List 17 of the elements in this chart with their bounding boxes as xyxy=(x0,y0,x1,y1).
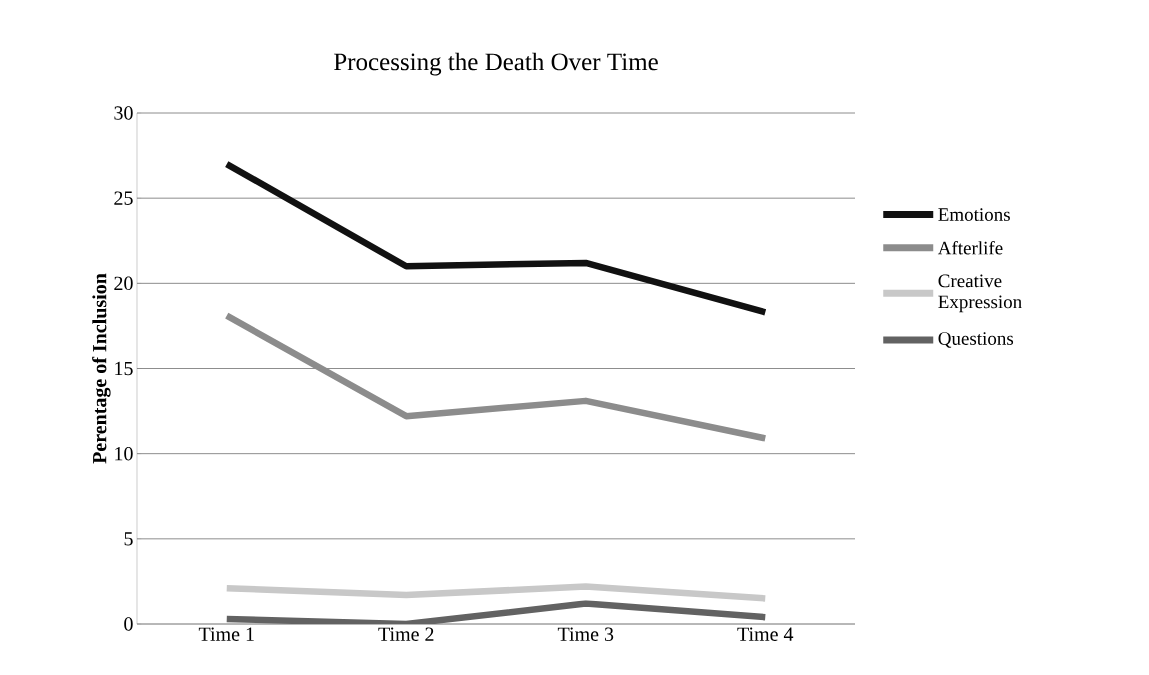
y-tick-label: 10 xyxy=(115,446,133,461)
x-tick-label: Time 4 xyxy=(737,627,794,641)
legend-label: Creative Expression xyxy=(938,274,1022,313)
x-tick-label: Time 2 xyxy=(378,627,434,641)
y-axis-title: Perentage of Inclusion xyxy=(92,273,111,464)
y-tick-label: 0 xyxy=(124,617,133,631)
legend-label: Emotions xyxy=(938,208,1010,221)
y-tick-label: 15 xyxy=(115,361,133,376)
y-tick-label: 20 xyxy=(114,276,133,291)
x-tick-label: Time 3 xyxy=(557,627,614,641)
legend-label: Afterlife xyxy=(937,240,1003,255)
chart-title: Processing the Death Over Time xyxy=(334,52,658,76)
y-tick-label: 5 xyxy=(124,532,133,546)
legend-label: Questions xyxy=(938,332,1014,348)
y-tick-label: 25 xyxy=(114,191,133,205)
y-tick-label: 30 xyxy=(114,106,133,120)
x-tick-label: Time 1 xyxy=(198,627,254,641)
